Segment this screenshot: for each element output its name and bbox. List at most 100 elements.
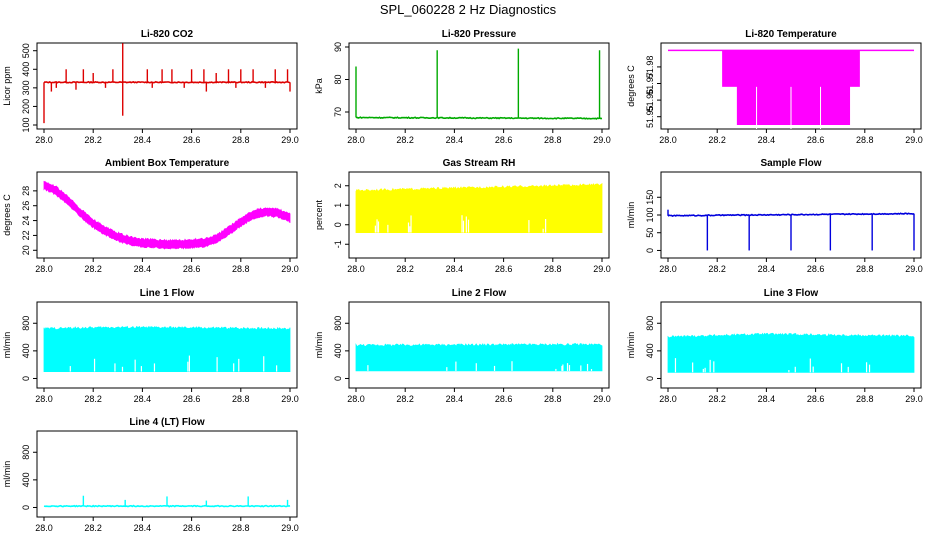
x-tick-label: 29.0 — [905, 135, 923, 145]
y-tick-label: 800 — [21, 445, 31, 460]
x-tick-label: 28.0 — [347, 264, 365, 274]
plot-panel: Line 3 Flow ml/min 28.0 28.2 28.4 28.6 28.8 29.… — [626, 288, 923, 404]
y-tick-label: -1 — [333, 240, 343, 248]
x-tick-label: 29.0 — [593, 394, 611, 404]
x-tick-label: 28.0 — [35, 394, 53, 404]
plot-panel: Li-820 CO2 Licor ppm 28.0 28.2 28.4 28.6 28.8 2… — [2, 29, 299, 145]
x-tick-label: 28.0 — [35, 135, 53, 145]
plot-title: Ambient Box Temperature — [105, 158, 230, 169]
plot-data — [668, 49, 914, 129]
y-tick-label: 24 — [21, 216, 31, 226]
y-axis-label: ml/min — [2, 461, 12, 488]
x-tick-label: 28.6 — [183, 135, 201, 145]
plot-title: Sample Flow — [760, 158, 821, 169]
plot-frame — [36, 42, 298, 130]
plot-data — [43, 495, 291, 508]
x-tick-label: 28.4 — [446, 264, 464, 274]
y-tick-label: 800 — [645, 316, 655, 331]
x-tick-label: 28.4 — [758, 135, 776, 145]
y-tick-label: 400 — [21, 62, 31, 77]
plot-data — [355, 48, 603, 120]
y-tick-label: 0 — [21, 376, 31, 381]
x-tick-label: 28.0 — [35, 264, 53, 274]
x-tick-label: 28.8 — [544, 394, 562, 404]
plot-data — [667, 209, 915, 251]
x-tick-label: 28.0 — [659, 394, 677, 404]
x-tick-label: 28.4 — [446, 394, 464, 404]
y-axis-label: ml/min — [2, 332, 12, 359]
plot-title: Line 2 Flow — [452, 288, 507, 299]
plot-frame — [36, 301, 298, 389]
x-tick-label: 29.0 — [281, 394, 299, 404]
x-tick-label: 29.0 — [281, 264, 299, 274]
series-line — [356, 116, 603, 120]
y-tick-label: 28 — [21, 186, 31, 196]
x-tick-label: 28.2 — [396, 394, 414, 404]
y-tick-label: 0 — [333, 376, 343, 381]
series-band — [43, 325, 291, 372]
y-tick-label: 500 — [21, 43, 31, 58]
y-tick-label: 2 — [333, 183, 343, 188]
plot-panel: Sample Flow ml/min 28.0 28.2 28.4 28.6 28.8 29.… — [626, 158, 923, 274]
y-axis-label: Licor ppm — [2, 66, 12, 106]
series-band — [355, 342, 603, 372]
y-axis-label: ml/min — [626, 332, 636, 359]
y-tick-label: 51.97 — [645, 72, 655, 95]
y-axis-label: percent — [314, 199, 324, 230]
x-tick-label: 28.8 — [544, 135, 562, 145]
x-tick-label: 29.0 — [905, 264, 923, 274]
figure-title: SPL_060228 2 Hz Diagnostics — [379, 2, 557, 17]
plot-panel: Line 1 Flow ml/min 28.0 28.2 28.4 28.6 28.8 29.… — [2, 288, 299, 404]
y-tick-label: 26 — [21, 201, 31, 211]
plot-panel: Gas Stream RH percent 28.0 28.2 28.4 28.6 28.8… — [314, 158, 611, 274]
y-tick-label: 0 — [645, 248, 655, 253]
y-tick-label: 90 — [333, 42, 343, 52]
plot-panel: Line 2 Flow ml/min 28.0 28.2 28.4 28.6 28.8 29.… — [314, 288, 611, 404]
y-tick-label: 400 — [21, 472, 31, 487]
x-tick-label: 28.6 — [495, 394, 513, 404]
x-tick-label: 28.8 — [232, 264, 250, 274]
x-tick-label: 28.2 — [84, 135, 102, 145]
y-tick-label: 300 — [21, 80, 31, 95]
plot-frame — [348, 301, 610, 389]
x-tick-label: 29.0 — [281, 135, 299, 145]
x-tick-label: 28.6 — [495, 264, 513, 274]
x-tick-label: 28.2 — [84, 264, 102, 274]
series-band — [43, 180, 291, 250]
y-tick-label: 51.98 — [645, 56, 655, 79]
plot-title: Line 3 Flow — [764, 288, 819, 299]
x-tick-label: 28.0 — [347, 394, 365, 404]
x-tick-label: 28.8 — [232, 394, 250, 404]
y-axis-label: kPa — [314, 78, 324, 94]
plot-title: Li-820 Pressure — [442, 29, 517, 40]
x-tick-label: 28.4 — [134, 394, 152, 404]
plot-data — [667, 332, 915, 373]
x-tick-label: 29.0 — [593, 264, 611, 274]
x-tick-label: 28.6 — [183, 523, 201, 533]
y-tick-label: 150 — [645, 190, 655, 205]
series-band — [355, 182, 603, 233]
x-tick-label: 28.8 — [544, 264, 562, 274]
x-tick-label: 28.6 — [807, 264, 825, 274]
y-tick-label: 100 — [645, 207, 655, 222]
y-axis-label: ml/min — [314, 332, 324, 359]
x-tick-label: 28.2 — [396, 264, 414, 274]
plot-data — [355, 182, 603, 233]
plot-frame — [348, 171, 610, 259]
x-tick-label: 28.6 — [807, 135, 825, 145]
x-tick-label: 28.4 — [758, 264, 776, 274]
series-band — [736, 50, 851, 125]
y-tick-label: 51.96 — [645, 89, 655, 112]
x-tick-label: 29.0 — [281, 523, 299, 533]
plot-frame — [36, 171, 298, 259]
series-band — [667, 332, 915, 373]
x-tick-label: 28.6 — [183, 394, 201, 404]
y-tick-label: 50 — [645, 228, 655, 238]
y-tick-label: 200 — [21, 99, 31, 114]
x-tick-label: 28.2 — [84, 523, 102, 533]
x-tick-label: 28.0 — [35, 523, 53, 533]
x-tick-label: 28.2 — [84, 394, 102, 404]
x-tick-label: 29.0 — [593, 135, 611, 145]
plot-panel: Li-820 Temperature degrees C 28.0 28.2 28.4 2… — [626, 29, 923, 145]
